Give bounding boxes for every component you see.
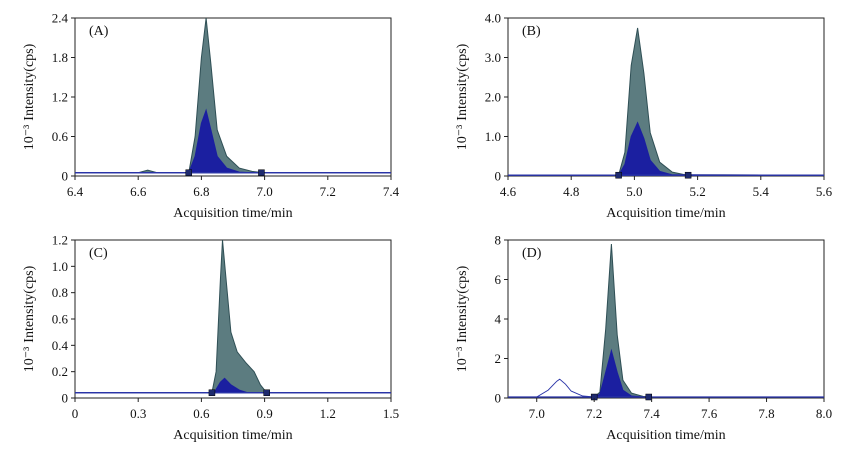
y-tick-label: 1.8 [52, 50, 68, 65]
x-tick-label: 7.0 [529, 406, 545, 421]
plot-frame [74, 17, 392, 177]
x-tick-label: 7.6 [701, 406, 718, 421]
panel-label: (B) [522, 24, 541, 39]
x-tick-label: 6.6 [130, 184, 147, 199]
x-axis-title: Acquisition time/min [173, 206, 292, 221]
y-tick-label: 0 [495, 169, 502, 184]
plot-frame [507, 239, 825, 399]
y-axis-exponent: 10⁻³ [455, 347, 470, 373]
x-tick-label: 0 [72, 406, 79, 421]
x-tick-label: 7.2 [320, 184, 336, 199]
x-tick-label: 6.8 [193, 184, 209, 199]
integration-marker [208, 389, 216, 396]
integration-marker [645, 393, 653, 401]
x-tick-label: 7.0 [256, 184, 272, 199]
x-tick-label: 4.8 [563, 184, 579, 199]
y-axis-exponent: 10⁻³ [22, 125, 37, 151]
x-tick-label: 5.2 [689, 184, 705, 199]
y-tick-label: 2.4 [52, 11, 69, 26]
quantifier-peak-area [508, 243, 824, 398]
y-tick-label: 2.0 [485, 90, 501, 105]
x-tick-label: 5.4 [753, 184, 770, 199]
y-axis-exponent: 10⁻³ [455, 125, 470, 151]
y-axis-title: 10⁻³ Intensity(cps) [22, 265, 37, 372]
panel-b: 4.6 4.8 5.0 5.2 5.4 5.6 0 1.0 2.0 3.0 4.0 Acquisiti… [455, 11, 833, 222]
x-tick-label: 7.4 [383, 184, 400, 199]
panel-c: 0 0.3 0.6 0.9 1.2 1.5 0 0.2 0.4 0.6 0.8 1.0 1.2 Acqui… [22, 233, 399, 444]
y-tick-label: 0.6 [52, 129, 69, 144]
x-tick-label: 7.2 [586, 406, 602, 421]
x-axis-title: Acquisition time/min [173, 428, 292, 443]
y-axis-label: Intensity(cps) [22, 265, 37, 342]
y-tick-label: 0 [62, 391, 69, 406]
y-tick-label: 0.2 [52, 364, 68, 379]
qualifier-peak-area [508, 348, 824, 398]
x-tick-label: 0.6 [193, 406, 210, 421]
y-tick-label: 1.0 [485, 129, 501, 144]
y-axis-title: 10⁻³ Intensity(cps) [455, 265, 470, 372]
x-tick-label: 0.9 [256, 406, 272, 421]
integration-marker [684, 171, 692, 179]
x-tick-label: 1.2 [320, 406, 336, 421]
x-tick-label: 5.0 [626, 184, 642, 199]
y-tick-label: 1.2 [52, 90, 68, 105]
side-peak-line [508, 378, 595, 398]
x-tick-label: 1.5 [383, 406, 399, 421]
panel-label: (A) [89, 24, 109, 39]
y-tick-label: 0.6 [52, 312, 69, 327]
quantifier-peak-area [75, 239, 391, 394]
panel-label: (D) [522, 246, 542, 261]
x-axis-title: Acquisition time/min [606, 428, 725, 443]
y-tick-label: 4.0 [485, 11, 501, 26]
quantifier-peak-area [75, 17, 391, 174]
x-tick-label: 6.4 [67, 184, 84, 199]
integration-marker [258, 169, 265, 176]
y-tick-label: 6 [495, 272, 502, 287]
x-tick-label: 8.0 [816, 406, 832, 421]
y-axis-label: Intensity(cps) [455, 265, 470, 342]
panel-label: (C) [89, 246, 108, 261]
y-tick-label: 3.0 [485, 50, 501, 65]
y-tick-label: 8 [495, 233, 502, 248]
integration-marker [263, 389, 270, 396]
y-tick-label: 0.4 [52, 338, 69, 353]
x-tick-label: 5.6 [816, 184, 833, 199]
y-tick-label: 2 [495, 351, 502, 366]
integration-marker [185, 169, 193, 176]
panel-a: 6.4 6.6 6.8 7.0 7.2 7.4 0 0.6 1.2 1.8 2.4 Acquisiti… [22, 11, 400, 222]
panel-d: 7.0 7.2 7.4 7.6 7.8 8.0 0 2 4 6 8 Acquisition time/… [455, 233, 832, 444]
x-axis-title: Acquisition time/min [606, 206, 725, 221]
y-tick-label: 0.8 [52, 285, 68, 300]
quantifier-peak-area [508, 27, 825, 176]
y-axis-title: 10⁻³ Intensity(cps) [22, 43, 37, 150]
y-tick-label: 0 [62, 169, 69, 184]
y-axis-label: Intensity(cps) [22, 43, 37, 120]
x-tick-label: 7.8 [758, 406, 774, 421]
y-tick-label: 0 [495, 391, 502, 406]
y-tick-label: 1.2 [52, 233, 68, 248]
y-axis-title: 10⁻³ Intensity(cps) [455, 43, 470, 150]
x-tick-label: 4.6 [500, 184, 517, 199]
x-tick-label: 0.3 [130, 406, 146, 421]
plot-frame [507, 17, 825, 177]
y-tick-label: 4 [495, 312, 502, 327]
y-tick-label: 1.0 [52, 259, 68, 274]
y-axis-label: Intensity(cps) [455, 43, 470, 120]
integration-marker [615, 171, 622, 179]
y-axis-exponent: 10⁻³ [22, 347, 37, 373]
x-tick-label: 7.4 [644, 406, 661, 421]
